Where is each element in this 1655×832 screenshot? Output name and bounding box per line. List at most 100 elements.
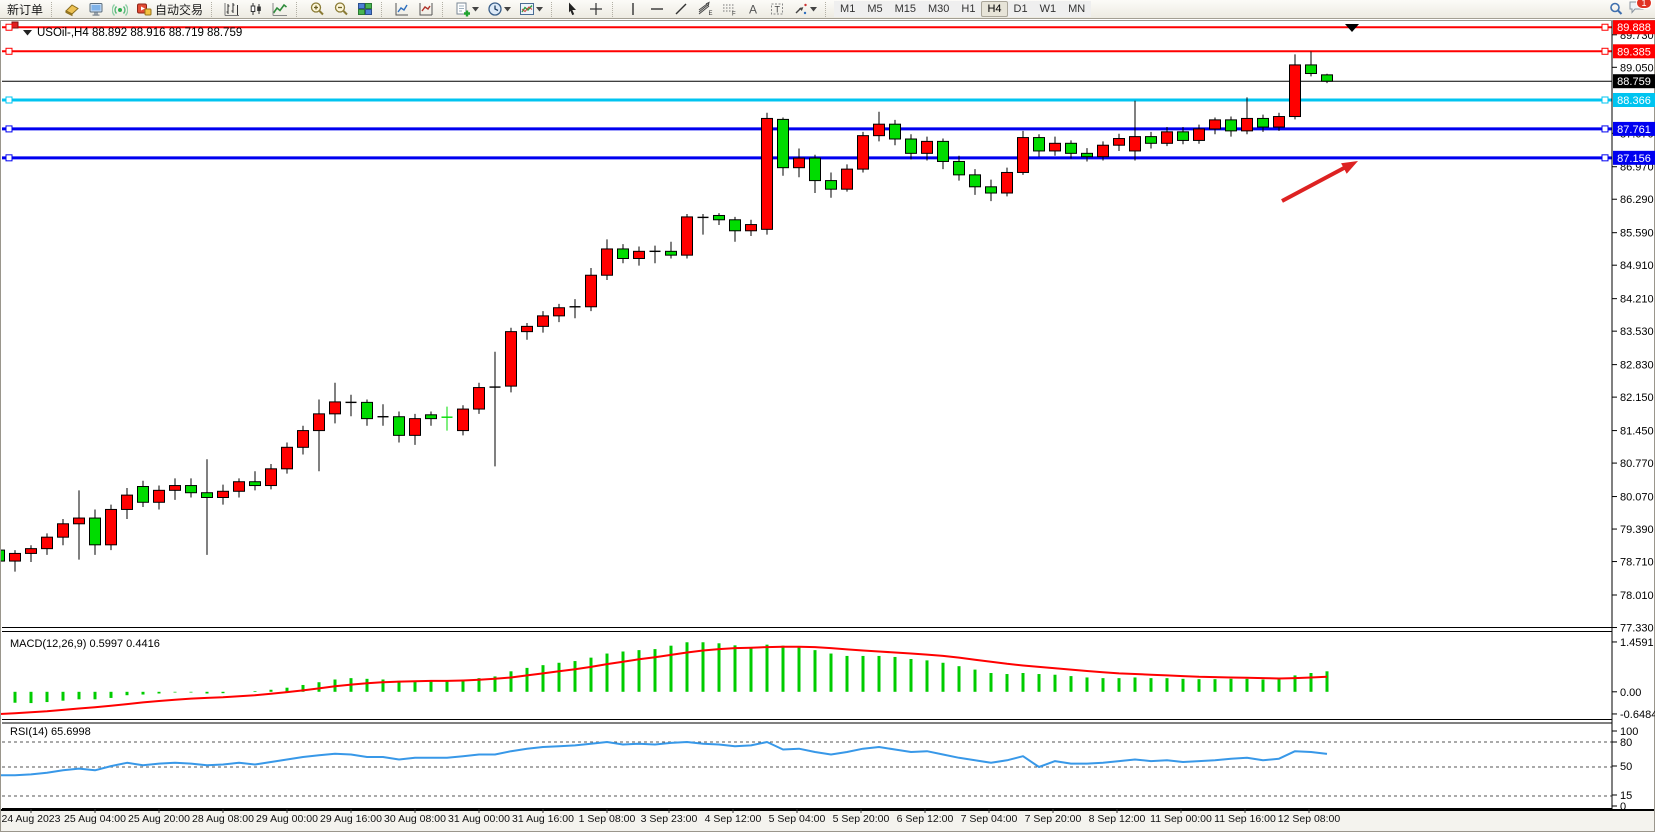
toolbar: 新订单 自动交易 [0, 0, 1655, 19]
periods-button[interactable] [483, 1, 515, 18]
text-label-tool-button[interactable]: T [765, 1, 789, 18]
candle [682, 214, 693, 258]
new-order-button[interactable]: 新订单 [3, 1, 47, 18]
price-tick-label: 80.070 [1620, 492, 1654, 504]
time-tick-label: 5 Sep 04:00 [769, 813, 826, 825]
dropdown-caret-icon [504, 7, 511, 12]
grid-f-icon: F [721, 1, 737, 17]
crosshair-tool-button[interactable] [584, 1, 608, 18]
time-tick-label: 8 Sep 12:00 [1089, 813, 1146, 825]
bar-chart-mode-button[interactable] [220, 1, 244, 18]
cursor-icon [564, 1, 580, 17]
text-label-icon: T [769, 1, 785, 17]
expert-status-icon [12, 22, 18, 28]
signal-icon [112, 1, 128, 17]
line-handle[interactable] [1602, 155, 1608, 161]
price-tick-label: 84.910 [1620, 260, 1654, 272]
rsi-tick-label: 50 [1620, 761, 1632, 773]
time-tick-label: 11 Sep 16:00 [1214, 813, 1276, 825]
line-chart-mode-button[interactable] [268, 1, 292, 18]
zoom-in-button[interactable] [305, 1, 329, 18]
toolbar-separator [825, 2, 832, 17]
timeframe-m5-button[interactable]: M5 [861, 1, 888, 17]
timeframe-d1-button[interactable]: D1 [1008, 1, 1034, 17]
rsi-tick-label: 80 [1620, 737, 1632, 749]
candle [1018, 131, 1029, 175]
time-tick-label: 29 Aug 16:00 [320, 813, 382, 825]
text-tool-button[interactable]: A [741, 1, 765, 18]
line-handle[interactable] [6, 126, 12, 132]
candle [458, 405, 469, 435]
dropdown-caret-icon [810, 7, 817, 12]
price-line-label-88.366: 88.366 [1613, 93, 1655, 107]
price-line-label-89.888: 89.888 [1613, 20, 1655, 34]
price-tick-label: 82.150 [1620, 392, 1654, 404]
cursor-tool-button[interactable] [560, 1, 584, 18]
price-tick-label: 79.390 [1620, 524, 1654, 536]
price-line-label-87.761: 87.761 [1613, 122, 1655, 136]
arrange-windows-button[interactable] [414, 1, 438, 18]
toolbar-separator [381, 2, 388, 17]
timeframe-h4-button[interactable]: H4 [981, 1, 1007, 17]
time-tick-label: 29 Aug 00:00 [256, 813, 318, 825]
toolbar-separator [51, 2, 58, 17]
line-handle[interactable] [6, 155, 12, 161]
timeframe-h1-button[interactable]: H1 [955, 1, 981, 17]
line-handle[interactable] [1602, 126, 1608, 132]
shapes-tool-button[interactable] [789, 1, 821, 18]
zoom-in-icon [309, 1, 325, 17]
fibonacci-fan-tool-button[interactable]: F [717, 1, 741, 18]
price-tick-label: 89.050 [1620, 62, 1654, 74]
rsi-tick-label: 0 [1620, 801, 1626, 813]
candle [1002, 168, 1013, 197]
candle [282, 443, 293, 474]
arrange-windows-icon [418, 1, 434, 17]
crosshair-icon [588, 1, 604, 17]
line-handle[interactable] [6, 24, 12, 30]
timeframe-m30-button[interactable]: M30 [922, 1, 955, 17]
search-button[interactable] [1604, 1, 1628, 18]
metaeditor-button[interactable] [60, 1, 84, 18]
time-tick-label: 31 Aug 16:00 [512, 813, 574, 825]
candle [762, 113, 773, 235]
line-handle[interactable] [1602, 97, 1608, 103]
new-chart-button[interactable] [451, 1, 483, 18]
trendline-tool-button[interactable] [669, 1, 693, 18]
vertical-line-tool-button[interactable] [621, 1, 645, 18]
time-tick-label: 7 Sep 20:00 [1025, 813, 1082, 825]
notifications-button[interactable]: 1 [1628, 0, 1646, 20]
timeframe-m15-button[interactable]: M15 [889, 1, 922, 17]
svg-text:88.366: 88.366 [1617, 95, 1651, 107]
candle [1322, 74, 1333, 83]
timeframe-m1-button[interactable]: M1 [834, 1, 861, 17]
new-order-label: 新订单 [7, 1, 43, 18]
arrange-charts-button[interactable] [390, 1, 414, 18]
price-tick-label: 82.830 [1620, 360, 1654, 372]
line-handle[interactable] [1602, 48, 1608, 54]
signal-button[interactable] [108, 1, 132, 18]
candle [506, 328, 517, 393]
candle [778, 117, 789, 175]
tile-windows-button[interactable] [353, 1, 377, 18]
line-handle[interactable] [1602, 24, 1608, 30]
mt4-window: { "toolbar": { "new_order_label": "新订单",… [0, 0, 1655, 832]
candlestick-mode-button[interactable] [244, 1, 268, 18]
line-handle[interactable] [6, 97, 12, 103]
terminal-button[interactable] [84, 1, 108, 18]
fibonacci-tool-button[interactable]: E [693, 1, 717, 18]
timeframe-w1-button[interactable]: W1 [1034, 1, 1063, 17]
horizontal-line-tool-button[interactable] [645, 1, 669, 18]
trendline-icon [673, 1, 689, 17]
autotrading-icon [136, 1, 152, 17]
shapes-icon [793, 1, 809, 17]
time-tick-label: 30 Aug 08:00 [384, 813, 446, 825]
templates-button[interactable] [515, 1, 547, 18]
svg-text:A: A [749, 3, 757, 17]
autotrading-button[interactable]: 自动交易 [132, 1, 207, 18]
line-handle[interactable] [6, 48, 12, 54]
svg-text:T: T [775, 5, 781, 15]
time-tick-label: 6 Sep 12:00 [897, 813, 954, 825]
zoom-out-button[interactable] [329, 1, 353, 18]
notification-badge: 1 [1636, 0, 1652, 9]
timeframe-mn-button[interactable]: MN [1062, 1, 1091, 17]
